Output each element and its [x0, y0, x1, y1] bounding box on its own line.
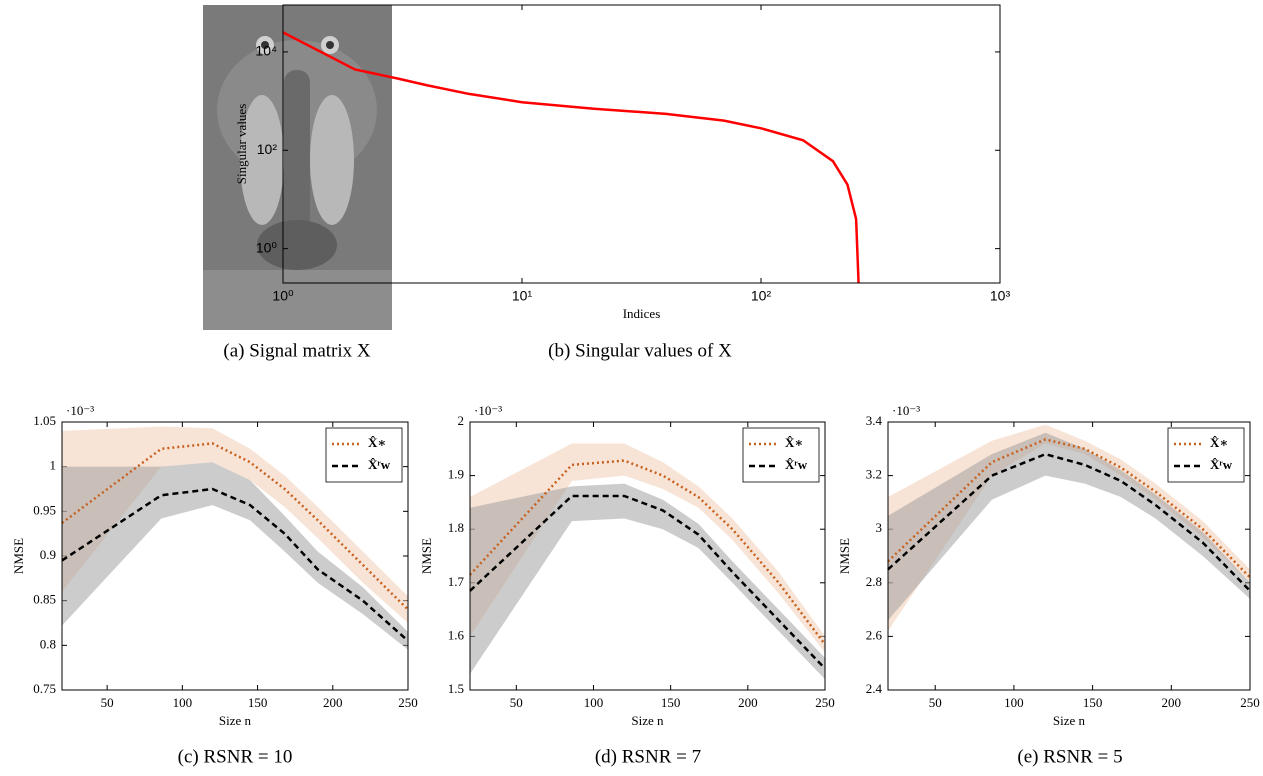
x-axis-label: Size n [1053, 713, 1086, 728]
x-tick-label: 250 [398, 695, 418, 710]
y-tick-label: 2.4 [866, 681, 883, 696]
plot-frame [469, 421, 826, 691]
x-axis-label: Indices [623, 306, 661, 321]
axis-multiplier: ·10⁻³ [474, 403, 502, 418]
caption: (d) RSNR = 7 [595, 746, 701, 767]
x-tick-label: 100 [173, 695, 193, 710]
signal-image [203, 5, 392, 330]
x-tick-label: 50 [101, 695, 114, 710]
y-tick-label: 2.8 [866, 574, 882, 589]
caption: (b) Singular values of X [548, 340, 732, 361]
y-tick-label: 0.95 [33, 502, 56, 517]
y-tick-label: 1.05 [33, 413, 56, 428]
x-tick-label: 10² [751, 288, 772, 304]
series-line [61, 487, 409, 642]
axis-multiplier: ·10⁻³ [892, 403, 920, 418]
legend-label: X̂ʳw [368, 457, 391, 472]
y-tick-label: 1.6 [448, 627, 465, 642]
legend-box [325, 427, 403, 483]
y-tick-label: 2.6 [866, 627, 883, 642]
band [62, 462, 408, 650]
legend-box [1167, 427, 1245, 483]
y-tick-label: 1.7 [448, 574, 465, 589]
legend-label: X̂∗ [368, 435, 386, 450]
x-tick-label: 100 [584, 695, 604, 710]
y-tick-label: 0.8 [40, 636, 56, 651]
legend-label: X̂ʳw [1210, 457, 1233, 472]
y-tick-label: 0.75 [33, 681, 56, 696]
y-tick-label: 10² [257, 141, 278, 157]
x-tick-label: 10⁰ [272, 288, 294, 304]
y-tick-label: 1.8 [448, 520, 464, 535]
y-axis-label: NMSE [11, 538, 26, 574]
y-tick-label: 1.9 [448, 467, 464, 482]
y-tick-label: 1 [50, 458, 57, 473]
y-tick-label: 2 [458, 413, 465, 428]
panel: 10⁰ 10¹ 10² 10³ 10⁰ 10² 10⁴ Indices Singular val… [234, 4, 1011, 321]
x-tick-label: 50 [510, 695, 523, 710]
series-line [282, 31, 860, 284]
x-axis-label: Size n [219, 713, 252, 728]
x-tick-label: 250 [1240, 695, 1260, 710]
legend-label: X̂∗ [1210, 435, 1228, 450]
x-tick-label: 50 [929, 695, 942, 710]
panel: 50 100 150 200 250 2.4 2.6 2.8 3 3.2 3.4 Size n NMSE… [837, 403, 1260, 728]
y-tick-label: 0.9 [40, 547, 56, 562]
y-axis-label: NMSE [837, 538, 852, 574]
panel: 50 100 150 200 250 1.5 1.6 1.7 1.8 1.9 2 Size n NMSE… [419, 403, 835, 728]
caption: (c) RSNR = 10 [178, 746, 293, 767]
y-tick-label: 10⁰ [256, 239, 278, 255]
y-axis-label: Singular values [234, 104, 249, 185]
y-tick-label: 0.85 [33, 592, 56, 607]
panel: 50 100 150 200 250 0.75 0.8 0.85 0.9 0.95 1 1.05 Siz… [11, 403, 418, 728]
x-tick-label: 250 [815, 695, 835, 710]
band [888, 432, 1250, 621]
plot-frame [61, 421, 409, 691]
x-tick-label: 100 [1004, 695, 1024, 710]
series-line [887, 452, 1251, 592]
y-tick-label: 10⁴ [255, 43, 277, 59]
y-axis-label: NMSE [419, 538, 434, 574]
legend-box [742, 427, 820, 483]
plot-frame [887, 421, 1251, 691]
x-tick-label: 200 [1162, 695, 1182, 710]
x-tick-label: 200 [738, 695, 758, 710]
x-axis-label: Size n [631, 713, 664, 728]
x-tick-label: 10¹ [512, 288, 533, 304]
caption: (a) Signal matrix X [223, 340, 370, 361]
series-line [887, 438, 1251, 579]
y-tick-label: 3 [876, 520, 883, 535]
series-line [469, 459, 826, 646]
band [470, 483, 825, 680]
x-tick-label: 150 [1083, 695, 1103, 710]
y-tick-label: 3.2 [866, 467, 882, 482]
y-tick-label: 1.5 [448, 681, 464, 696]
legend-label: X̂∗ [785, 435, 803, 450]
plot-frame [282, 4, 1001, 284]
caption: (e) RSNR = 5 [1017, 746, 1122, 767]
legend-label: X̂ʳw [785, 457, 808, 472]
axis-multiplier: ·10⁻³ [66, 403, 94, 418]
x-tick-label: 200 [323, 695, 343, 710]
x-tick-label: 10³ [990, 288, 1011, 304]
x-tick-label: 150 [248, 695, 268, 710]
x-tick-label: 150 [661, 695, 681, 710]
y-tick-label: 3.4 [866, 413, 883, 428]
series-line [469, 494, 826, 670]
